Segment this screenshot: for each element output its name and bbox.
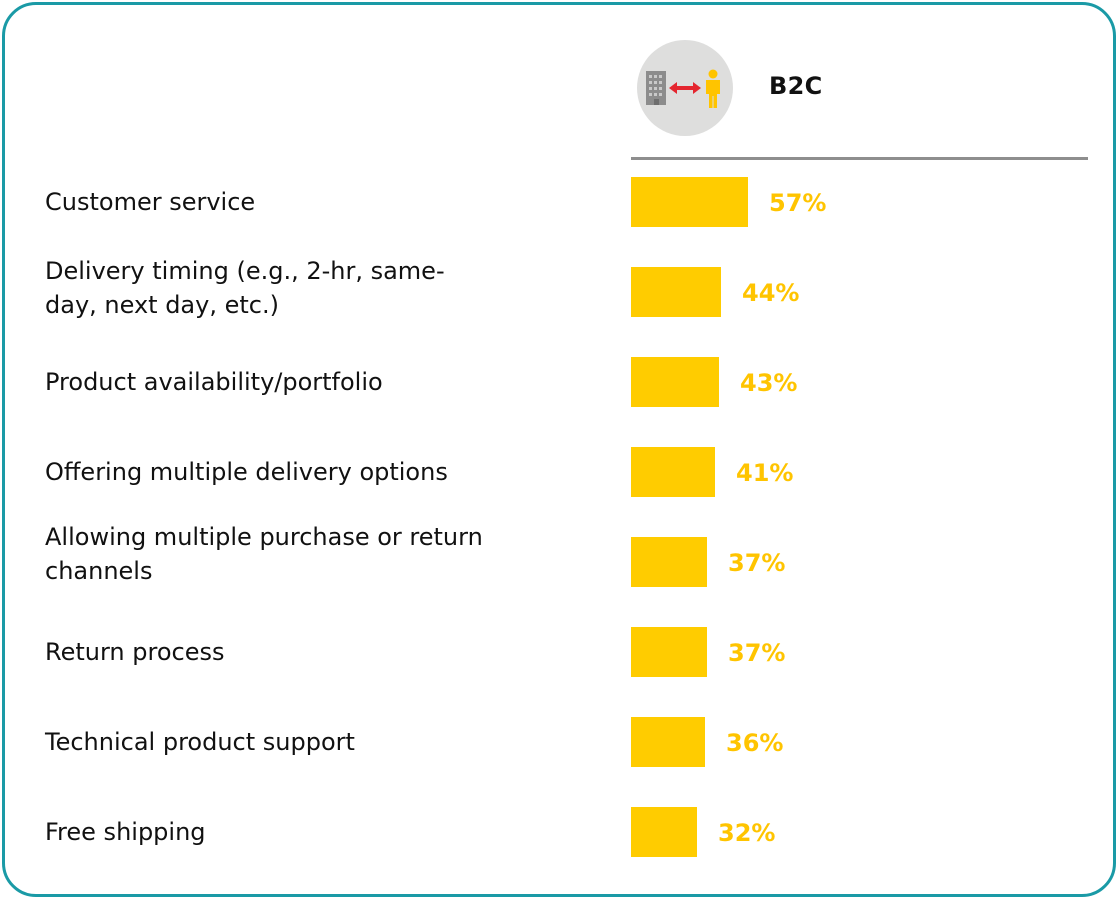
header-divider <box>631 157 1088 160</box>
business-to-consumer-icon <box>637 40 733 136</box>
category-label: Allowing multiple purchase or return chan… <box>45 523 483 585</box>
data-label: 37% <box>728 549 786 577</box>
data-label: 57% <box>769 189 827 217</box>
data-label: 36% <box>726 729 784 757</box>
bar <box>631 807 697 857</box>
category-label: Technical product support <box>45 728 355 756</box>
series-title: B2C <box>769 72 823 100</box>
bar <box>631 717 705 767</box>
data-label: 32% <box>718 819 776 847</box>
bar <box>631 447 715 497</box>
bar <box>631 537 707 587</box>
category-label: Return process <box>45 638 225 666</box>
bar <box>631 627 707 677</box>
data-label: 43% <box>740 369 798 397</box>
category-label: Customer service <box>45 188 256 216</box>
data-label: 37% <box>728 639 786 667</box>
bar <box>631 177 748 227</box>
category-label: Delivery timing (e.g., 2-hr, same-day, n… <box>45 257 445 319</box>
data-label: 44% <box>742 279 800 307</box>
category-label: Free shipping <box>45 818 206 846</box>
bar <box>631 267 721 317</box>
data-label: 41% <box>736 459 794 487</box>
category-label: Offering multiple delivery options <box>45 458 448 486</box>
bar <box>631 357 719 407</box>
category-label: Product availability/portfolio <box>45 368 383 396</box>
